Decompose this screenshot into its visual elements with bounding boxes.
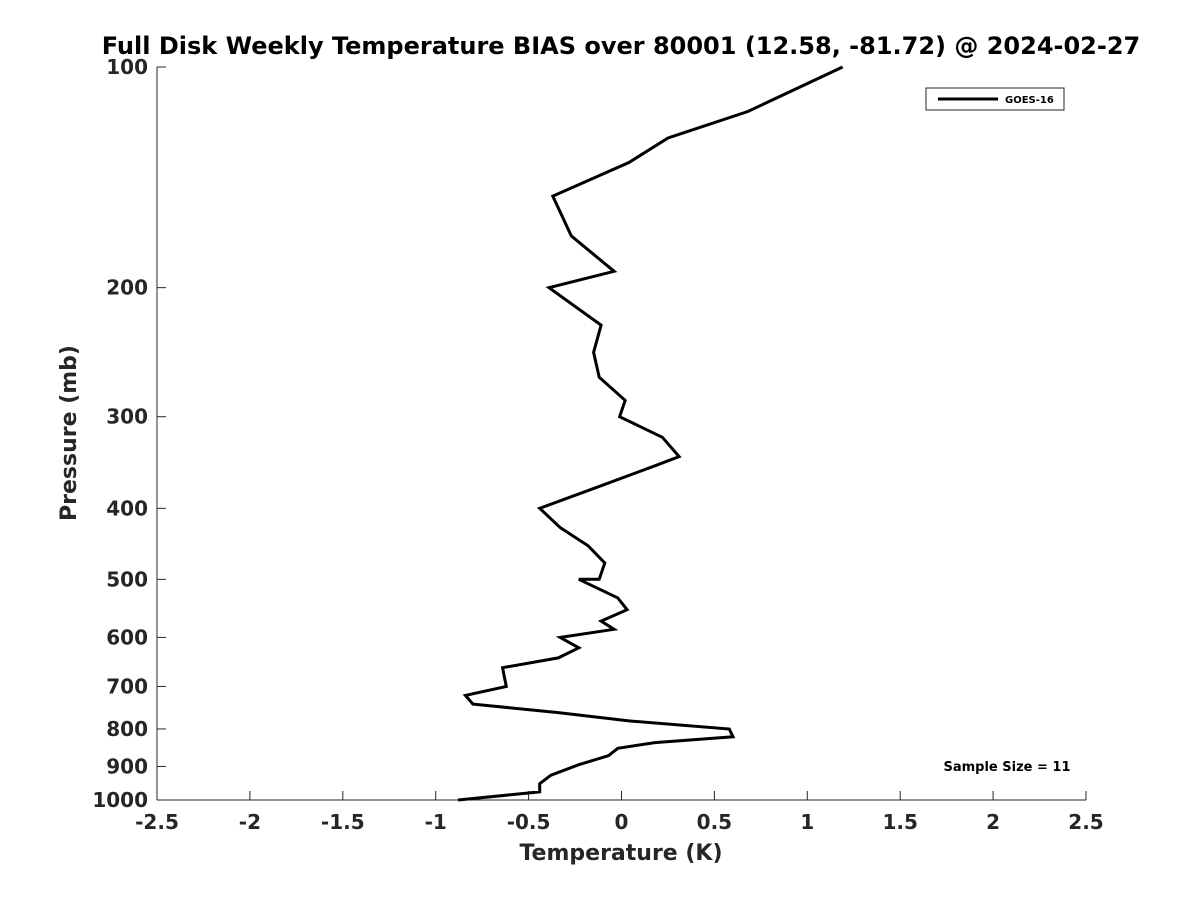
y-tick-label: 200 [106, 276, 148, 300]
sample-size-annotation: Sample Size = 11 [943, 760, 1070, 775]
x-tick-label: 0 [615, 810, 629, 834]
series-group [457, 65, 844, 802]
legend-label-goes-16: GOES-16 [1005, 95, 1054, 106]
y-tick-label: 400 [106, 496, 148, 520]
y-tick-label: 700 [106, 674, 148, 698]
y-tick-label: 300 [106, 405, 148, 429]
y-tick-label: 500 [106, 567, 148, 591]
x-ticks: -2.5 -2 -1.5 -1 -0.5 0 0.5 1 1.5 2 2.5 [135, 791, 1104, 834]
y-tick-label: 1000 [92, 788, 148, 812]
chart-title: Full Disk Weekly Temperature BIAS over 8… [102, 32, 1141, 60]
series-line-goes-16 [457, 65, 844, 802]
y-tick-label: 900 [106, 754, 148, 778]
x-tick-label: 2.5 [1068, 810, 1103, 834]
x-tick-label: -2.5 [135, 810, 179, 834]
x-tick-label: 1 [800, 810, 814, 834]
y-ticks: 100 200 300 400 500 600 700 800 900 1000 [92, 55, 166, 812]
y-tick-label: 800 [106, 717, 148, 741]
x-tick-label: 2 [986, 810, 1000, 834]
x-tick-label: -0.5 [507, 810, 551, 834]
x-tick-label: -2 [239, 810, 261, 834]
y-tick-label: 100 [106, 55, 148, 79]
x-tick-label: -1 [425, 810, 447, 834]
x-axis-label: Temperature (K) [519, 841, 722, 866]
y-tick-label: 600 [106, 625, 148, 649]
x-tick-label: -1.5 [321, 810, 365, 834]
x-tick-label: 1.5 [882, 810, 917, 834]
y-axis-label: Pressure (mb) [57, 345, 82, 521]
legend: GOES-16 [925, 87, 1065, 111]
x-tick-label: 0.5 [697, 810, 732, 834]
